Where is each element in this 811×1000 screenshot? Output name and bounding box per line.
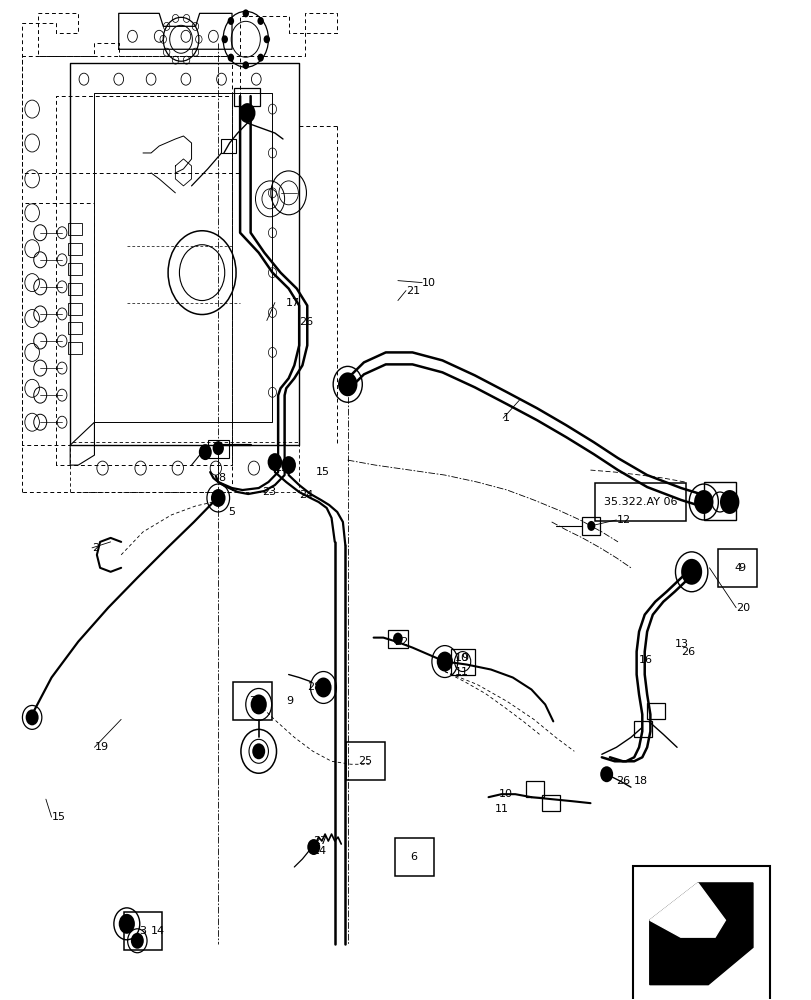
Bar xyxy=(525,781,543,797)
Circle shape xyxy=(307,839,320,855)
Text: 8: 8 xyxy=(218,473,225,483)
Text: 13: 13 xyxy=(674,639,688,649)
Text: 15: 15 xyxy=(275,463,289,473)
Circle shape xyxy=(227,17,234,25)
Polygon shape xyxy=(649,883,752,985)
Text: 21: 21 xyxy=(406,286,419,296)
Circle shape xyxy=(251,694,267,714)
Bar xyxy=(345,742,384,780)
Circle shape xyxy=(599,766,612,782)
Bar xyxy=(67,243,82,255)
Text: 22: 22 xyxy=(393,637,408,647)
Bar xyxy=(67,283,82,295)
Text: 18: 18 xyxy=(633,776,647,786)
Text: 26: 26 xyxy=(298,317,313,327)
Text: 2: 2 xyxy=(92,543,99,553)
Text: 11: 11 xyxy=(454,667,468,677)
Bar xyxy=(646,703,664,719)
Bar xyxy=(594,483,685,521)
Circle shape xyxy=(268,453,282,471)
Circle shape xyxy=(26,709,39,725)
Circle shape xyxy=(257,54,264,62)
Bar xyxy=(67,263,82,275)
Text: 26: 26 xyxy=(616,776,630,786)
Bar xyxy=(123,912,162,950)
Text: 16: 16 xyxy=(638,655,652,665)
Text: 15: 15 xyxy=(51,812,66,822)
Text: 19: 19 xyxy=(94,742,109,752)
Circle shape xyxy=(252,743,265,759)
Text: 9: 9 xyxy=(286,696,293,706)
Bar xyxy=(208,440,229,458)
Text: 10: 10 xyxy=(454,653,468,663)
Bar xyxy=(67,303,82,315)
Bar xyxy=(703,482,736,520)
Circle shape xyxy=(212,441,224,455)
Circle shape xyxy=(393,633,402,645)
Text: 9: 9 xyxy=(737,563,744,573)
Circle shape xyxy=(337,372,357,396)
Circle shape xyxy=(281,456,295,474)
Bar xyxy=(541,795,559,811)
Text: 9: 9 xyxy=(461,653,468,663)
Circle shape xyxy=(242,61,249,69)
Text: 4: 4 xyxy=(733,563,740,573)
Text: 25: 25 xyxy=(358,756,372,766)
Circle shape xyxy=(680,559,702,585)
Bar xyxy=(718,549,757,587)
Bar xyxy=(581,517,599,535)
Bar xyxy=(67,322,82,334)
Text: 15: 15 xyxy=(315,467,329,477)
Text: 17: 17 xyxy=(286,298,300,308)
Text: 24: 24 xyxy=(298,490,313,500)
Bar xyxy=(394,838,433,876)
Circle shape xyxy=(264,35,270,43)
Circle shape xyxy=(118,914,135,934)
Circle shape xyxy=(227,54,234,62)
Text: 28: 28 xyxy=(307,682,321,692)
Text: 26: 26 xyxy=(680,647,694,657)
Text: 35.322.AY 06: 35.322.AY 06 xyxy=(603,497,676,507)
Circle shape xyxy=(199,444,212,460)
Text: 11: 11 xyxy=(495,804,508,814)
Bar xyxy=(632,866,769,1000)
Bar xyxy=(450,649,474,675)
Text: 6: 6 xyxy=(410,852,417,862)
Circle shape xyxy=(131,933,144,949)
Text: 7: 7 xyxy=(248,696,255,706)
Circle shape xyxy=(436,652,453,672)
Bar xyxy=(633,721,651,737)
Bar xyxy=(388,630,408,648)
Circle shape xyxy=(719,490,739,514)
Polygon shape xyxy=(649,883,724,937)
Circle shape xyxy=(693,490,713,514)
Text: 1: 1 xyxy=(503,413,509,423)
Bar xyxy=(234,88,260,106)
Text: 12: 12 xyxy=(616,515,630,525)
Text: 10: 10 xyxy=(422,278,436,288)
Circle shape xyxy=(586,521,594,531)
Text: 10: 10 xyxy=(499,789,513,799)
Circle shape xyxy=(211,489,225,507)
Text: 5: 5 xyxy=(228,507,234,517)
Bar xyxy=(67,342,82,354)
Circle shape xyxy=(221,35,228,43)
Circle shape xyxy=(315,678,331,697)
Text: 14: 14 xyxy=(151,926,165,936)
Text: 3: 3 xyxy=(139,926,146,936)
Bar xyxy=(221,139,236,153)
Text: 27: 27 xyxy=(312,836,327,846)
Text: 20: 20 xyxy=(736,603,749,613)
Bar xyxy=(67,223,82,235)
Circle shape xyxy=(242,9,249,17)
Text: 23: 23 xyxy=(262,487,276,497)
Text: 14: 14 xyxy=(312,846,327,856)
Circle shape xyxy=(239,103,255,123)
Bar xyxy=(233,682,272,720)
Circle shape xyxy=(257,17,264,25)
